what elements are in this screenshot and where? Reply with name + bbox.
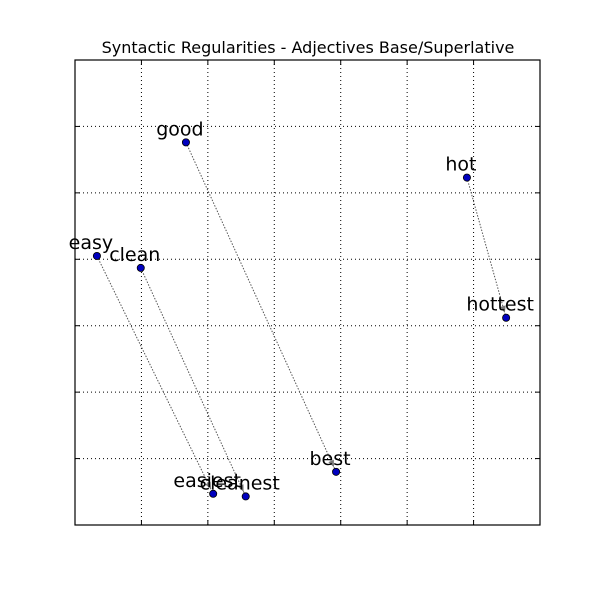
point-good <box>181 138 190 147</box>
point-cleanest <box>241 492 250 501</box>
arrow-head-hottest <box>500 305 506 313</box>
point-hot <box>462 173 471 182</box>
label-good: good <box>156 118 203 140</box>
pair-line-easy-easiest <box>96 255 214 494</box>
grid-lines <box>75 60 540 525</box>
chart-title: Syntactic Regularities - Adjectives Base… <box>102 38 515 57</box>
label-hottest: hottest <box>466 294 534 316</box>
label-best: best <box>310 448 351 470</box>
label-clean: clean <box>109 244 160 266</box>
label-hot: hot <box>445 154 476 176</box>
label-easiest: easiest <box>173 470 241 492</box>
point-easiest <box>209 489 218 498</box>
point-easy <box>92 251 101 260</box>
arrow-head-cleanest <box>237 484 244 492</box>
point-clean <box>136 263 145 272</box>
point-best <box>332 467 341 476</box>
pair-line-hot-hottest <box>466 177 507 318</box>
pair-lines <box>96 142 507 497</box>
axis-ticks <box>75 60 540 525</box>
point-labels: good best hot hottest easy easiest clean cleane… <box>69 118 534 494</box>
plot-frame <box>74 59 541 526</box>
label-easy: easy <box>69 232 113 254</box>
point-hottest <box>502 313 511 322</box>
arrow-head-easiest <box>205 481 211 490</box>
arrow-head-best <box>328 459 334 468</box>
label-cleanest: cleanest <box>200 472 280 494</box>
pair-line-good-best <box>185 142 337 473</box>
data-points <box>92 138 511 501</box>
pair-line-clean-cleanest <box>140 267 247 497</box>
